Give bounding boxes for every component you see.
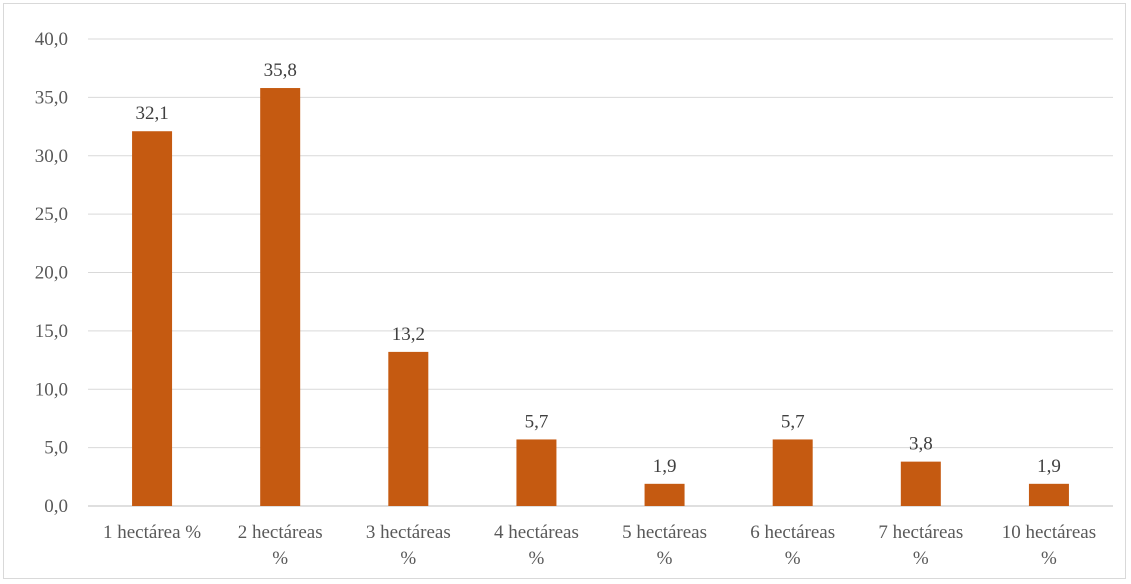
bar[interactable] [132,131,173,507]
bar[interactable] [388,351,429,506]
x-tick-label: 6 hectáreas% [750,522,835,569]
y-tick-label: 15,0 [35,321,68,342]
y-tick-label: 35,0 [35,87,68,108]
data-label: 1,9 [653,456,677,477]
x-tick-label: 1 hectárea % [103,522,201,543]
data-label: 5,7 [525,411,549,432]
data-label: 5,7 [781,411,805,432]
x-tick-label: 3 hectáreas% [366,522,451,569]
data-label: 35,8 [264,60,297,81]
bar[interactable] [900,461,941,506]
y-tick-label: 20,0 [35,263,68,284]
data-label: 1,9 [1037,456,1061,477]
x-tick-label: 5 hectáreas% [622,522,707,569]
y-tick-label: 5,0 [44,438,68,459]
y-tick-label: 25,0 [35,204,68,225]
y-tick-label: 40,0 [35,29,68,50]
data-label: 13,2 [392,324,425,345]
x-tick-label: 10 hectáreas% [1002,522,1096,569]
x-tick-label: 2 hectáreas% [238,522,323,569]
x-tick-label: 7 hectáreas% [878,522,963,569]
bar[interactable] [1028,483,1069,506]
bar[interactable] [772,439,813,506]
data-label: 3,8 [909,434,933,455]
data-label: 32,1 [135,103,168,124]
bar[interactable] [516,439,557,506]
y-tick-label: 0,0 [44,496,68,517]
y-tick-label: 10,0 [35,379,68,400]
bar[interactable] [260,88,301,506]
y-tick-label: 30,0 [35,146,68,167]
bar[interactable] [644,483,685,506]
x-tick-label: 4 hectáreas% [494,522,579,569]
